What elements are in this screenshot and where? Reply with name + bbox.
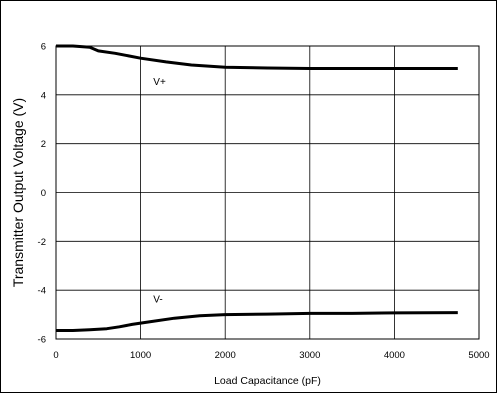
- x-tick-label: 4000: [384, 350, 405, 361]
- x-tick-label: 0: [53, 350, 58, 361]
- x-axis-ticks: 0 1000 2000 3000 4000 5000: [53, 350, 489, 361]
- x-tick-label: 3000: [299, 350, 320, 361]
- series-labels: V+ V-: [153, 77, 166, 305]
- series-label-1: V+: [153, 77, 166, 88]
- series-label-2: V-: [153, 294, 162, 305]
- y-axis-ticks: -6 -4 -2 0 2 4 6: [38, 42, 46, 346]
- y-tick-label: 6: [41, 42, 46, 53]
- x-tick-label: 2000: [215, 350, 236, 361]
- y-tick-label: -4: [38, 286, 46, 297]
- grid: [55, 45, 480, 340]
- x-axis-label: Load Capacitance (pF): [214, 375, 321, 387]
- series-line-1: [56, 44, 458, 70]
- series-line-2: [56, 311, 458, 332]
- y-tick-label: 0: [41, 188, 46, 199]
- x-tick-label: 1000: [130, 350, 151, 361]
- y-tick-label: 4: [41, 90, 46, 101]
- y-tick-label: -6: [38, 335, 46, 346]
- y-tick-label: -2: [38, 237, 46, 248]
- y-tick-label: 2: [41, 139, 46, 150]
- series-lines: [56, 44, 458, 332]
- plot-border: [55, 45, 480, 340]
- x-tick-label: 5000: [468, 350, 489, 361]
- y-axis-label: Transmitter Output Voltage (V): [10, 98, 26, 287]
